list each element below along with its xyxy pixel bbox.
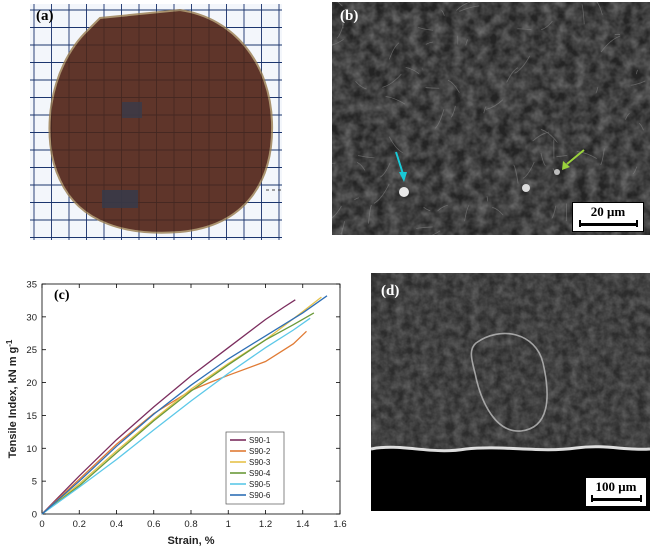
legend-label: S90-4 xyxy=(249,469,271,478)
panel-label-d: (d) xyxy=(381,283,399,300)
x-tick-label: 0.6 xyxy=(147,519,160,530)
x-tick-label: 1.2 xyxy=(259,519,272,530)
scale-bar-label-b: 20 μm xyxy=(573,204,643,220)
scale-bar-b: 20 μm xyxy=(572,202,644,232)
y-tick-label: 15 xyxy=(26,411,37,422)
y-tick-label: 35 xyxy=(26,280,37,291)
x-tick-label: 1.4 xyxy=(296,519,309,530)
sem-image-panel-b: (b) 20 μm xyxy=(332,2,650,235)
legend-label: S90-6 xyxy=(249,491,271,500)
x-axis-label: Strain, % xyxy=(167,535,214,547)
y-tick-label: 0 xyxy=(32,510,37,521)
y-axis-label-superscript: -1 xyxy=(5,339,14,347)
scale-bar-tick xyxy=(636,220,638,227)
panel-label-c: (c) xyxy=(54,288,70,304)
membrane-photo-panel: (a) xyxy=(30,4,282,240)
dark-spot xyxy=(122,102,142,118)
particle xyxy=(554,169,560,175)
sem-image-d xyxy=(371,273,650,511)
y-axis-label: Tensile Index, kN m g-1 xyxy=(5,339,19,458)
x-tick-label: 0 xyxy=(39,519,44,530)
x-tick-label: 1 xyxy=(226,519,231,530)
membrane-disc xyxy=(49,10,272,233)
legend-label: S90-2 xyxy=(249,447,271,456)
y-tick-label: 30 xyxy=(26,312,37,323)
y-tick-label: 5 xyxy=(32,477,37,488)
y-tick-label: 25 xyxy=(26,345,37,356)
panel-label-a: (a) xyxy=(36,8,54,25)
particle xyxy=(399,187,409,197)
x-tick-label: 0.8 xyxy=(184,519,197,530)
dark-spot xyxy=(102,190,138,208)
panel-label-b: (b) xyxy=(340,8,358,25)
scale-bar-label-d: 100 μm xyxy=(586,479,646,495)
scale-bar-tick xyxy=(579,220,581,227)
scale-bar-d: 100 μm xyxy=(585,477,647,507)
legend-label: S90-1 xyxy=(249,436,271,445)
x-tick-label: 1.6 xyxy=(333,519,346,530)
legend-label: S90-5 xyxy=(249,480,271,489)
y-tick-label: 20 xyxy=(26,378,37,389)
y-tick-label: 10 xyxy=(26,444,37,455)
scale-bar-tick xyxy=(640,495,642,502)
sem-image-panel-d: (d) 100 μm xyxy=(371,273,650,511)
legend-label: S90-3 xyxy=(249,458,271,467)
tensile-chart-panel: 0 0.2 0.4 0.6 0.8 1 1.2 1.4 1.6 0 5 10 15 20 25 30 35 Str… xyxy=(0,268,362,548)
sem-image-b xyxy=(332,2,650,235)
tensile-chart: 0 0.2 0.4 0.6 0.8 1 1.2 1.4 1.6 0 5 10 15 20 25 30 35 Str… xyxy=(0,268,362,548)
scale-bar-tick xyxy=(591,495,593,502)
particle xyxy=(522,184,530,192)
scale-bar-line-b xyxy=(579,223,637,226)
scale-bar-line-d xyxy=(591,498,641,501)
x-tick-label: 0.4 xyxy=(110,519,123,530)
x-tick-label: 0.2 xyxy=(73,519,86,530)
membrane-photo xyxy=(30,4,282,240)
